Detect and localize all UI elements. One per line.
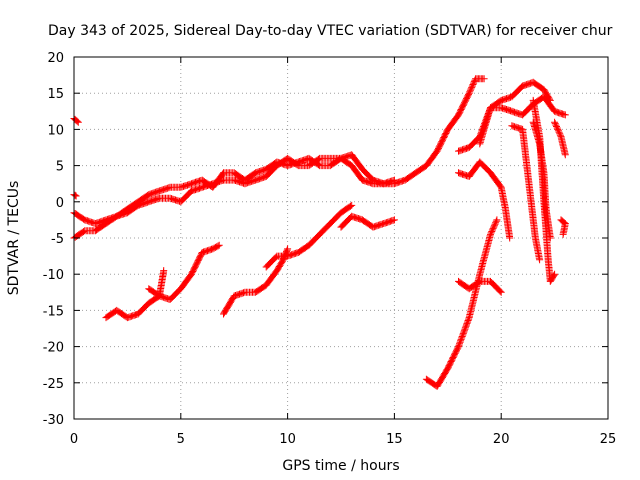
series-arc-14 [476, 78, 554, 148]
data-point-markers [422, 216, 501, 390]
data-marks [70, 75, 569, 390]
y-tick-label: 5 [56, 160, 64, 175]
data-point-markers [262, 201, 356, 271]
data-point-markers [508, 122, 544, 264]
x-axis-label: GPS time / hours [282, 458, 399, 474]
data-point-markers [557, 216, 569, 238]
y-tick-label: 15 [47, 87, 64, 102]
series-arc-2 [70, 191, 80, 200]
y-tick-label: -25 [43, 377, 64, 392]
data-point-markers [529, 96, 559, 285]
series-arc-6 [145, 241, 223, 303]
data-point-markers [70, 154, 398, 242]
series-arc-8 [262, 201, 356, 271]
series-arc-13 [455, 158, 514, 242]
series-arc-15 [508, 122, 544, 264]
data-point-markers [455, 158, 514, 242]
data-point-markers [455, 277, 505, 296]
series-arc-19 [557, 216, 569, 238]
grid-lines [74, 57, 608, 419]
data-point-markers [220, 245, 292, 318]
series-arc-17 [529, 96, 559, 285]
chart-title: Day 343 of 2025, Sidereal Day-to-day VTE… [48, 23, 613, 39]
series-arc-18 [551, 118, 569, 159]
data-point-markers [70, 115, 82, 126]
series-arc-1 [70, 115, 82, 126]
data-point-markers [145, 241, 223, 303]
series-arc-10 [422, 216, 501, 390]
y-tick-label: -20 [43, 341, 64, 356]
data-point-markers [70, 191, 80, 200]
y-axis-label: SDTVAR / TECUs [6, 181, 22, 296]
y-tick-label: -10 [43, 268, 64, 283]
x-tick-label: 15 [386, 432, 403, 447]
data-point-markers [551, 118, 569, 159]
y-tick-label: 0 [56, 196, 64, 211]
x-tick-label: 0 [70, 432, 78, 447]
data-point-markers [476, 78, 554, 148]
series-arc-7 [220, 245, 292, 318]
x-tick-label: 10 [279, 432, 296, 447]
y-tick-label: -15 [43, 304, 64, 319]
data-point-markers [337, 212, 398, 231]
series-arc-4 [70, 154, 398, 242]
series-arc-9 [337, 212, 398, 231]
y-tick-label: -5 [51, 232, 64, 247]
x-tick-label: 25 [600, 432, 617, 447]
axis-ticks: 0 5 10 15 20 25 -30 -25 -20 -15 -10 -5 0 5 10 15 20 [43, 51, 617, 447]
y-tick-label: -30 [43, 413, 64, 428]
x-tick-label: 5 [177, 432, 185, 447]
y-tick-label: 20 [47, 51, 64, 66]
series-arc-11 [455, 277, 505, 296]
y-tick-label: 10 [47, 123, 64, 138]
x-tick-label: 20 [493, 432, 510, 447]
